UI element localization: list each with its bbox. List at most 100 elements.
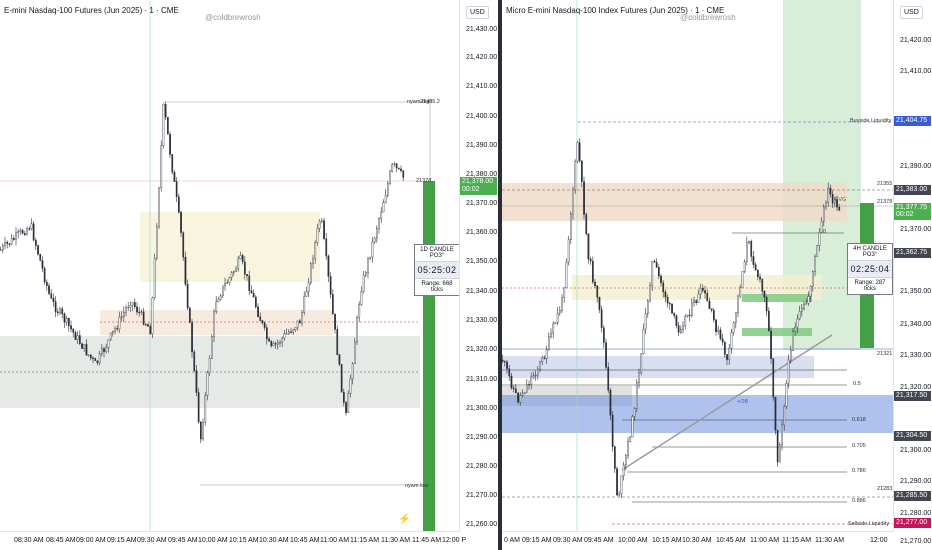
right-candle-body (534, 374, 537, 377)
chart-panel-left[interactable]: E-mini Nasdaq-100 Futures (Jun 2025) · 1… (0, 0, 498, 550)
flash-icon[interactable]: ⚡ (398, 514, 411, 525)
right-candle-body (561, 297, 563, 311)
left-time-tick: 09:00 AM (76, 537, 106, 544)
right-candle-body (823, 206, 825, 222)
left-candle-body (188, 307, 191, 323)
left-candle-body (221, 285, 224, 297)
right-symbol-title[interactable]: Micro E-mini Nasdaq-100 Index Futures (J… (506, 6, 725, 15)
panel-divider[interactable] (498, 0, 502, 550)
right-chart-canvas[interactable] (502, 0, 894, 532)
right-time-tick: 10:30 AM (682, 537, 712, 544)
right-candle-body (737, 295, 739, 313)
right-candle-body (624, 455, 627, 466)
left-candle-body (393, 163, 396, 165)
right-price-tick: 21,290.00 (900, 478, 932, 485)
left-candle-body (358, 304, 361, 318)
left-candle-body (4, 241, 6, 246)
right-candle-body (781, 424, 783, 446)
left-time-tick: 09:45 AM (168, 537, 198, 544)
left-candle-body (72, 328, 75, 333)
level-21321-label: 21321 (877, 351, 893, 357)
fib-0618-label: 0.618 (852, 417, 866, 423)
right-candle-body (682, 325, 684, 330)
right-candle-body (723, 341, 726, 355)
right-price-axis[interactable]: USD 21,420.00 21,410.00 21,390.00 21,370.00… (893, 0, 932, 545)
right-candle-body (655, 262, 658, 268)
right-candle-body (763, 291, 766, 298)
left-time-axis[interactable]: 08:30 AM 08:45 AM 09:00 AM 09:15 AM 09:30 AM… (0, 531, 466, 550)
right-price-tag: 21,285.50 (894, 491, 931, 501)
left-candle-body (118, 316, 121, 330)
right-candle-timer: 4H CANDLE PO3° 02:25:04 Range: 287 ticks (847, 243, 893, 295)
left-candle-body (296, 320, 299, 328)
right-candle-body (662, 282, 665, 293)
left-candle-body (171, 154, 174, 173)
level-21355-label: 21355 (877, 181, 893, 187)
left-candle-body (378, 218, 380, 229)
left-candle-body (213, 311, 215, 337)
left-candle-body (279, 342, 281, 344)
left-candle-body (215, 301, 218, 312)
left-candle-body (325, 238, 328, 257)
left-candle-body (371, 241, 374, 258)
left-candle-body (57, 311, 59, 314)
right-candle-body (752, 256, 755, 265)
right-candle-body (583, 181, 585, 215)
right-candle-body (646, 300, 649, 314)
left-candle-body (314, 242, 317, 260)
left-candle-body (155, 226, 158, 259)
right-time-axis[interactable]: 0 AM 09:15 AM 09:30 AM 09:45 AM 10:00 AM 10:1… (502, 531, 894, 550)
left-countdown-tag: 00:02 (462, 186, 480, 193)
left-candle-body (136, 306, 138, 313)
right-price-tag: 21,377.75 (894, 203, 931, 213)
left-candle-body (144, 324, 147, 326)
left-candle-body (61, 308, 64, 315)
right-candle-body (585, 214, 588, 235)
right-fvg-1 (742, 294, 812, 302)
left-candle-body (389, 171, 391, 184)
left-time-tick: 09:15 AM (107, 537, 137, 544)
left-candle-body (76, 335, 79, 340)
left-candle-body (391, 163, 394, 172)
left-candle-body (149, 326, 152, 335)
right-candle-body (831, 193, 834, 204)
left-candle-body (382, 202, 385, 213)
right-currency-button[interactable]: USD (900, 6, 923, 19)
right-price-tick: 21,350.00 (900, 288, 932, 295)
left-price-axis[interactable]: USD 21,430.00 21,420.00 21,410.00 21,400.00… (459, 0, 498, 532)
right-candle-body (598, 296, 601, 310)
left-candle-body (395, 163, 398, 169)
right-candle-body (774, 396, 777, 431)
right-candle-body (517, 392, 519, 403)
right-candle-body (567, 239, 570, 263)
left-candle-body (299, 320, 301, 324)
left-candle-body (100, 348, 103, 354)
left-price-tick: 21,410.00 (466, 83, 498, 90)
left-candle-body (182, 232, 185, 258)
left-candle-body (219, 295, 222, 300)
left-candle-body (246, 274, 248, 277)
left-candle-body (272, 343, 275, 347)
right-candle-body (726, 354, 728, 360)
left-candle-body (193, 351, 196, 371)
left-candle-body (224, 283, 226, 287)
left-candle-body (316, 228, 319, 243)
left-candle-body (257, 306, 259, 317)
fib-trend-line (621, 334, 833, 471)
right-candle-body (605, 342, 607, 368)
left-currency-button[interactable]: USD (466, 6, 489, 19)
left-candle-body (307, 282, 310, 292)
right-candle-body (664, 291, 667, 298)
right-candle-body (699, 288, 702, 295)
right-candle-body (638, 372, 640, 383)
left-candle-body (0, 249, 2, 251)
left-candle-body (52, 298, 55, 302)
left-symbol-title[interactable]: E-mini Nasdaq-100 Futures (Jun 2025) · 1… (4, 6, 179, 15)
right-candle-body (675, 315, 678, 326)
level-21378-label: 21378 (877, 199, 893, 205)
left-candle-body (30, 223, 33, 230)
left-candle-body (10, 237, 13, 245)
left-chart-canvas[interactable] (0, 0, 460, 532)
right-time-tick: 11:30 AM (815, 537, 845, 544)
chart-panel-right[interactable]: Micro E-mini Nasdaq-100 Index Futures (J… (502, 0, 932, 550)
